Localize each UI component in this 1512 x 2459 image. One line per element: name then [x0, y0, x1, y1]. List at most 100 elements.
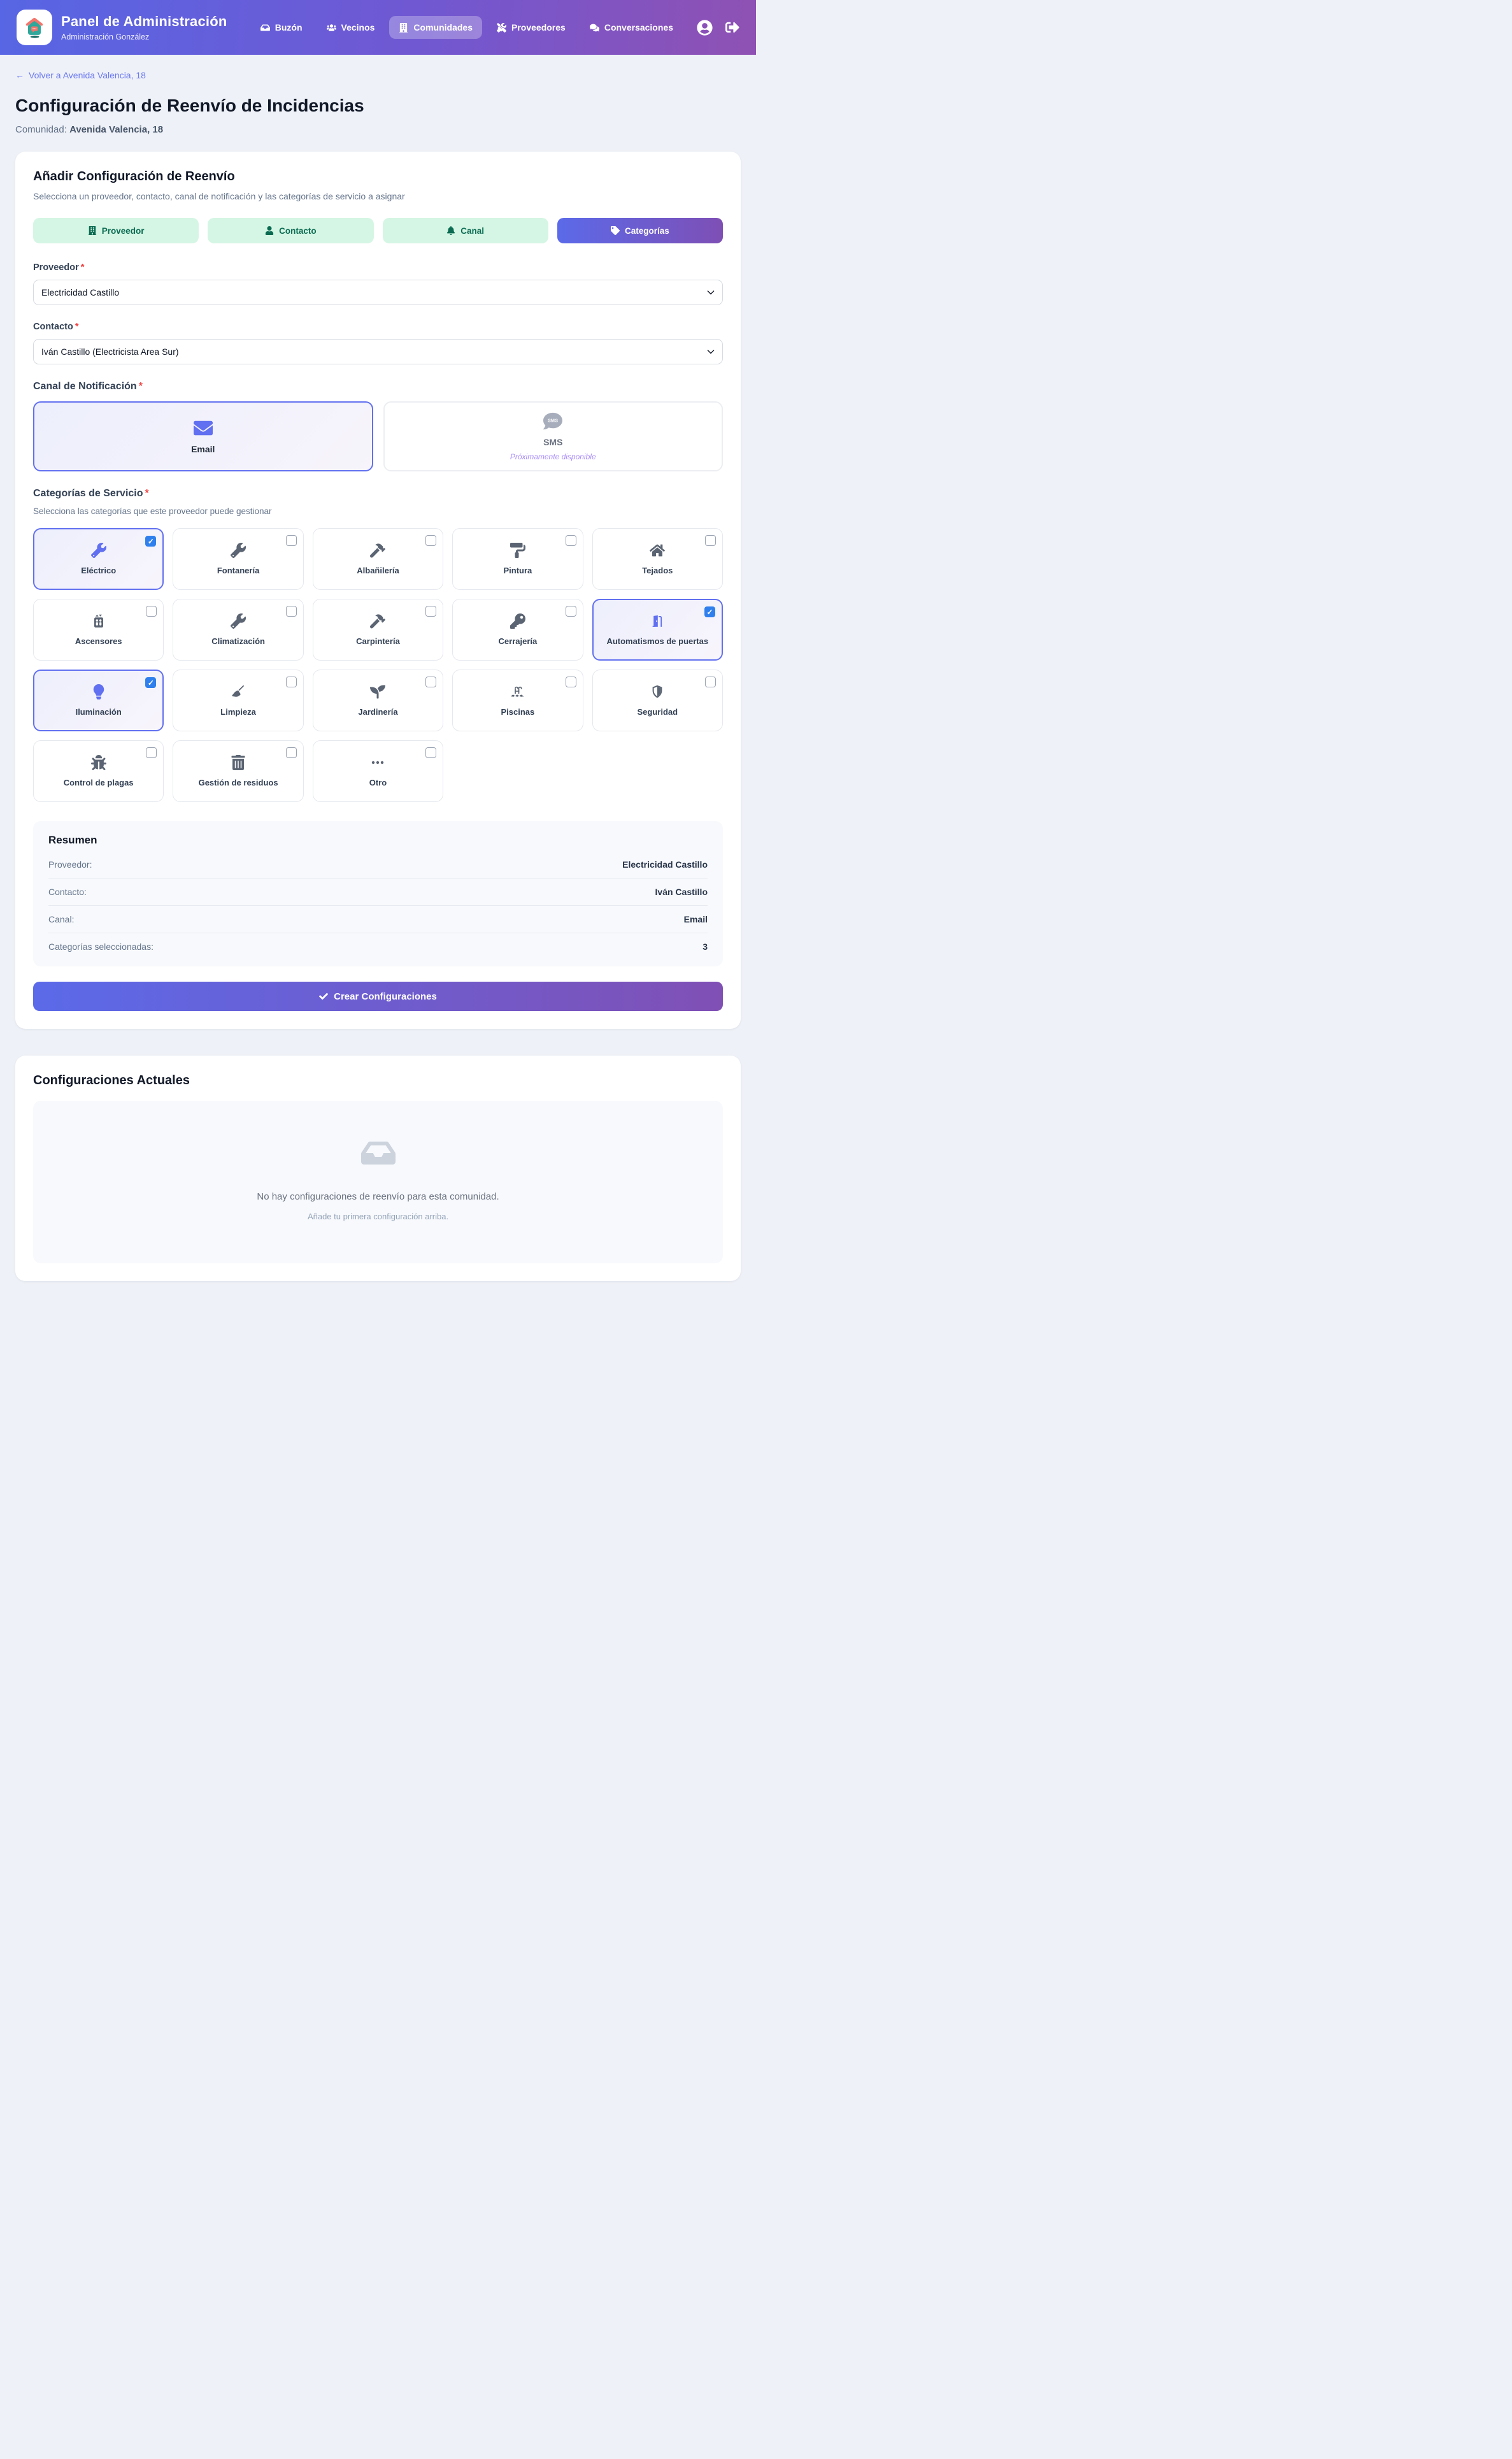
category-card-tejados[interactable]: Tejados	[592, 528, 723, 590]
category-label: Tejados	[642, 565, 673, 575]
category-checkbox[interactable]	[425, 747, 437, 758]
category-checkbox[interactable]: ✓	[704, 606, 715, 617]
main-nav: Buzón Vecinos Comunidades Proveedores Co…	[251, 16, 683, 39]
inbox-icon	[361, 1138, 396, 1168]
category-checkbox[interactable]	[565, 677, 576, 687]
category-card-iluminacion[interactable]: ✓ Iluminación	[33, 670, 164, 731]
sms-icon	[543, 412, 562, 431]
category-label: Otro	[369, 777, 387, 787]
step-tab-canal[interactable]: Canal	[382, 218, 548, 243]
summary-row-label: Categorías seleccionadas:	[48, 942, 153, 952]
required-asterisk: *	[138, 381, 143, 392]
summary-row-label: Contacto:	[48, 887, 87, 897]
nav-item-proveedores[interactable]: Proveedores	[487, 16, 575, 39]
category-checkbox[interactable]	[704, 535, 716, 546]
category-card-pintura[interactable]: Pintura	[452, 528, 583, 590]
category-label: Cerrajería	[498, 636, 538, 646]
category-checkbox[interactable]	[285, 535, 297, 546]
summary-row-label: Proveedor:	[48, 859, 92, 870]
category-label: Jardinería	[358, 706, 398, 717]
pool-icon	[510, 684, 525, 699]
category-card-piscinas[interactable]: Piscinas	[452, 670, 583, 731]
nav-item-conversaciones[interactable]: Conversaciones	[580, 16, 683, 39]
page-title: Configuración de Reenvío de Incidencias	[15, 96, 364, 115]
summary-row-value: 3	[703, 942, 708, 952]
building-icon	[88, 226, 97, 235]
house-icon	[650, 543, 665, 558]
category-card-control-de-plagas[interactable]: Control de plagas	[33, 740, 164, 802]
building-icon	[399, 23, 408, 32]
contact-label: Contacto *	[33, 322, 79, 332]
category-label: Gestión de residuos	[198, 777, 278, 787]
step-tab-categorias[interactable]: Categorías	[557, 218, 723, 243]
category-card-cerrajeria[interactable]: Cerrajería	[452, 599, 583, 661]
user-profile-button[interactable]	[697, 20, 713, 36]
category-card-carpinteria[interactable]: Carpintería	[312, 599, 444, 661]
nav-item-buzon[interactable]: Buzón	[251, 16, 312, 39]
nav-item-label: Proveedores	[511, 22, 566, 32]
lightbulb-icon	[91, 684, 106, 699]
category-card-gestion-de-residuos[interactable]: Gestión de residuos	[173, 740, 304, 802]
provider-label: Proveedor *	[33, 262, 85, 273]
trash-icon	[231, 755, 246, 770]
summary-row: Categorías seleccionadas: 3	[48, 933, 708, 960]
category-checkbox[interactable]	[285, 677, 297, 687]
category-label: Carpintería	[356, 636, 400, 646]
broom-icon	[231, 684, 246, 699]
step-tab-contacto[interactable]: Contacto	[208, 218, 374, 243]
category-card-albanileria[interactable]: Albañilería	[312, 528, 444, 590]
category-checkbox[interactable]	[146, 606, 157, 617]
channel-option-email[interactable]: Email	[33, 401, 373, 471]
wrench-icon	[231, 613, 246, 629]
category-checkbox[interactable]	[565, 535, 576, 546]
required-asterisk: *	[80, 262, 85, 273]
category-checkbox[interactable]	[146, 747, 157, 758]
category-checkbox[interactable]	[704, 677, 716, 687]
channel-option-sms[interactable]: SMS Próximamente disponible	[383, 401, 723, 471]
category-card-limpieza[interactable]: Limpieza	[173, 670, 304, 731]
category-checkbox[interactable]	[425, 677, 437, 687]
category-label: Limpieza	[220, 706, 256, 717]
step-tab-proveedor[interactable]: Proveedor	[33, 218, 199, 243]
category-card-jardineria[interactable]: Jardinería	[312, 670, 444, 731]
main-content: ← Volver a Avenida Valencia, 18 Configur…	[0, 55, 756, 1309]
category-card-automatismos-de-puertas[interactable]: ✓ Automatismos de puertas	[592, 599, 723, 661]
category-card-climatizacion[interactable]: Climatización	[173, 599, 304, 661]
channel-option-note: Próximamente disponible	[510, 452, 596, 461]
users-icon	[327, 23, 336, 32]
category-checkbox[interactable]: ✓	[145, 677, 157, 688]
category-checkbox[interactable]	[425, 535, 437, 546]
contact-select[interactable]: Iván Castillo (Electricista Area Sur)	[33, 339, 723, 364]
logout-button[interactable]	[725, 20, 739, 34]
summary-rows: Proveedor: Electricidad Castillo Contact…	[48, 851, 708, 960]
nav-item-vecinos[interactable]: Vecinos	[317, 16, 385, 39]
shield-icon	[650, 684, 665, 699]
empty-state: No hay configuraciones de reenvío para e…	[33, 1101, 723, 1263]
category-card-fontaneria[interactable]: Fontanería	[173, 528, 304, 590]
provider-select[interactable]: Electricidad Castillo	[33, 280, 723, 305]
breadcrumb-back-link[interactable]: ← Volver a Avenida Valencia, 18	[15, 70, 146, 80]
category-checkbox[interactable]	[425, 606, 437, 617]
app-logo	[17, 10, 52, 45]
elevator-icon	[91, 613, 106, 629]
channel-label: Canal de Notificación *	[33, 381, 143, 392]
category-checkbox[interactable]	[565, 606, 576, 617]
category-card-electrico[interactable]: ✓ Eléctrico	[33, 528, 164, 590]
user-icon	[265, 226, 274, 235]
ellipsis-icon	[370, 755, 385, 770]
category-card-seguridad[interactable]: Seguridad	[592, 670, 723, 731]
create-configurations-button[interactable]: Crear Configuraciones	[33, 982, 723, 1011]
top-navbar: Panel de Administración Administración G…	[0, 0, 756, 55]
current-configs-title: Configuraciones Actuales	[33, 1073, 190, 1087]
logout-icon	[725, 20, 739, 34]
category-checkbox[interactable]: ✓	[145, 536, 157, 547]
summary-row-value: Iván Castillo	[655, 887, 708, 897]
category-card-ascensores[interactable]: Ascensores	[33, 599, 164, 661]
arrow-left-icon: ←	[15, 70, 24, 80]
category-card-otro[interactable]: Otro	[312, 740, 444, 802]
summary-row: Contacto: Iván Castillo	[48, 878, 708, 906]
nav-item-comunidades[interactable]: Comunidades	[389, 16, 482, 39]
category-checkbox[interactable]	[285, 747, 297, 758]
category-checkbox[interactable]	[285, 606, 297, 617]
nav-item-label: Vecinos	[341, 22, 375, 32]
